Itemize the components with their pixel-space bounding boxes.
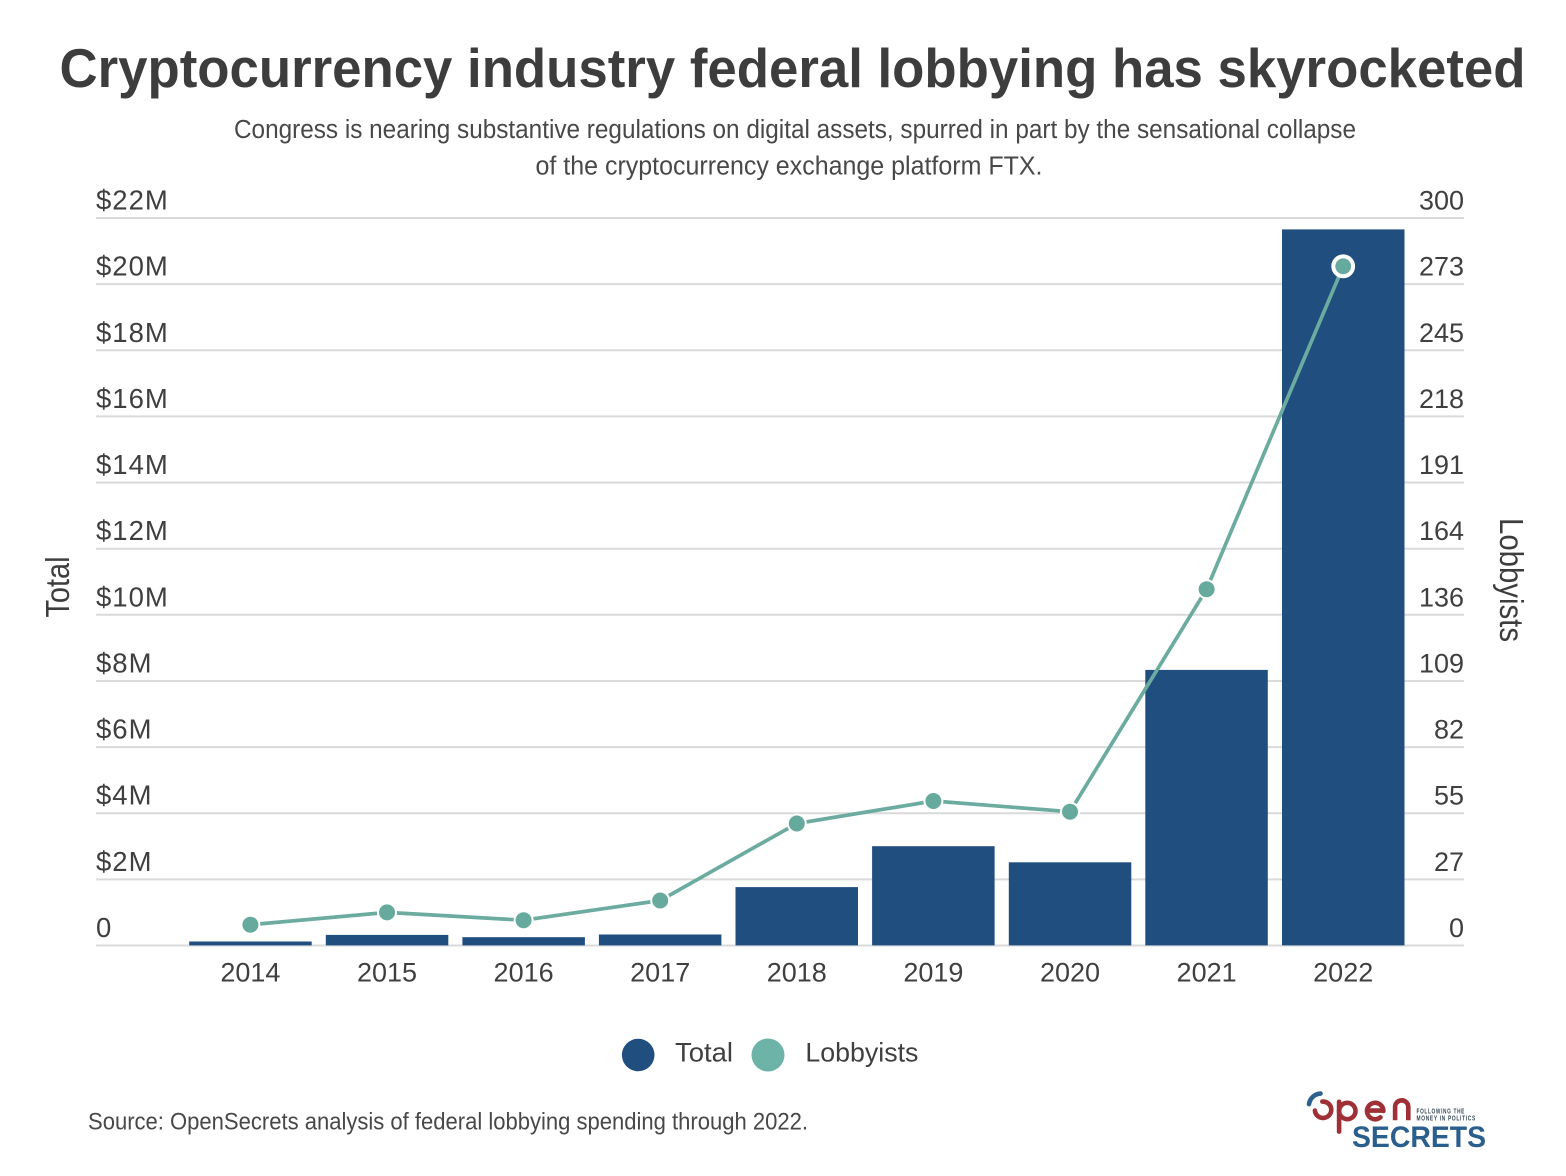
- svg-text:300: 300: [1419, 186, 1464, 216]
- svg-text:FOLLOWING THE: FOLLOWING THE: [1417, 1108, 1466, 1115]
- svg-text:164: 164: [1419, 516, 1464, 546]
- svg-text:$2M: $2M: [96, 846, 153, 877]
- svg-text:273: 273: [1419, 252, 1464, 282]
- svg-text:2014: 2014: [220, 957, 280, 987]
- svg-text:Lobbyists: Lobbyists: [805, 1038, 918, 1068]
- svg-text:2017: 2017: [630, 957, 690, 987]
- svg-text:$18M: $18M: [96, 317, 169, 348]
- svg-text:191: 191: [1419, 450, 1464, 480]
- svg-text:$10M: $10M: [96, 581, 169, 612]
- svg-text:218: 218: [1419, 384, 1464, 414]
- svg-text:136: 136: [1419, 582, 1464, 612]
- svg-text:$22M: $22M: [96, 185, 169, 216]
- svg-text:MONEY IN POLITICS: MONEY IN POLITICS: [1417, 1115, 1476, 1122]
- svg-text:0: 0: [96, 912, 112, 943]
- svg-text:$4M: $4M: [96, 780, 153, 811]
- svg-text:Lobbyists: Lobbyists: [1493, 518, 1530, 642]
- svg-text:Congress is nearing substantiv: Congress is nearing substantive regulati…: [234, 116, 1356, 144]
- svg-text:Total: Total: [675, 1038, 733, 1068]
- svg-text:$16M: $16M: [96, 383, 169, 414]
- svg-text:Cryptocurrency industry federa: Cryptocurrency industry federal lobbying…: [60, 38, 1526, 99]
- svg-text:2019: 2019: [903, 957, 963, 987]
- svg-text:2020: 2020: [1040, 957, 1100, 987]
- svg-text:2015: 2015: [357, 957, 417, 987]
- svg-text:of the cryptocurrency exchange: of the cryptocurrency exchange platform …: [536, 153, 1043, 181]
- svg-text:82: 82: [1434, 715, 1464, 745]
- svg-text:2022: 2022: [1313, 957, 1373, 987]
- svg-text:SECRETS: SECRETS: [1352, 1121, 1486, 1154]
- svg-text:2018: 2018: [767, 957, 827, 987]
- svg-text:$14M: $14M: [96, 449, 169, 480]
- svg-text:27: 27: [1434, 847, 1464, 877]
- svg-text:$12M: $12M: [96, 515, 169, 546]
- svg-text:55: 55: [1434, 781, 1464, 811]
- svg-text:Source: OpenSecrets analysis o: Source: OpenSecrets analysis of federal …: [88, 1109, 808, 1136]
- svg-text:245: 245: [1419, 318, 1464, 348]
- svg-text:Total: Total: [39, 557, 76, 618]
- svg-text:0: 0: [1449, 913, 1464, 943]
- svg-text:$6M: $6M: [96, 714, 153, 745]
- svg-text:2016: 2016: [494, 957, 554, 987]
- svg-text:109: 109: [1419, 649, 1464, 679]
- svg-text:$20M: $20M: [96, 251, 169, 282]
- svg-text:2021: 2021: [1177, 957, 1237, 987]
- svg-text:$8M: $8M: [96, 648, 153, 679]
